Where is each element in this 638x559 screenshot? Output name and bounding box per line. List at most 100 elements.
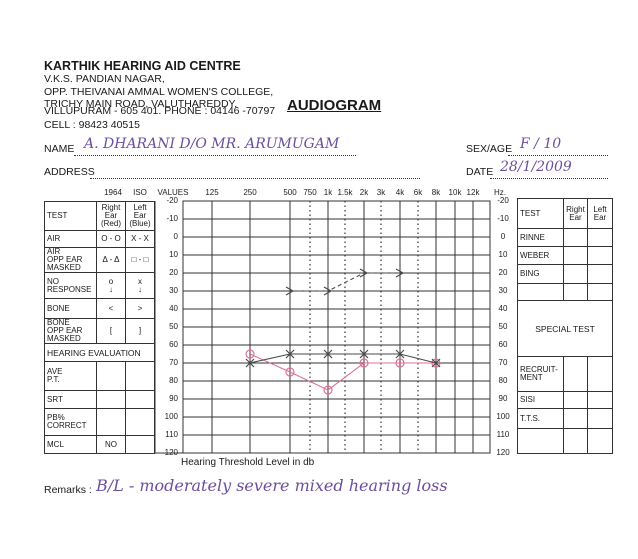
table-cell: Left Ear (Blue) bbox=[125, 201, 155, 231]
sex-age-label: SEX/AGE bbox=[466, 143, 513, 155]
data-point bbox=[323, 286, 333, 296]
data-point bbox=[285, 286, 295, 296]
y-tick-label-right: 70 bbox=[499, 358, 508, 367]
table-row: AIR OPP EAR MASKED Δ - Δ □ - □ bbox=[44, 247, 155, 273]
table-cell bbox=[563, 428, 588, 454]
y-tick-label-right: 60 bbox=[499, 340, 508, 349]
table-row: MCL NO bbox=[44, 435, 155, 454]
table-cell: x ↓ bbox=[125, 272, 155, 299]
x-tick-label: 8k bbox=[432, 188, 441, 197]
y-tick-label: 40 bbox=[169, 304, 178, 313]
x-tick-label: 10k bbox=[449, 188, 463, 197]
x-tick-label: 250 bbox=[243, 188, 257, 197]
data-point bbox=[395, 349, 405, 359]
data-point bbox=[395, 358, 405, 368]
table-cell: Δ - Δ bbox=[96, 247, 126, 273]
y-tick-label: -10 bbox=[166, 214, 178, 223]
y-tick-label: 80 bbox=[169, 376, 178, 385]
table-row: SPECIAL TEST bbox=[517, 300, 613, 357]
name-line bbox=[74, 155, 356, 156]
x-tick-label: 2k bbox=[360, 188, 369, 197]
table-cell bbox=[125, 408, 155, 436]
data-point bbox=[285, 367, 295, 377]
x-unit: Hz. bbox=[494, 188, 506, 197]
y-tick-label: 110 bbox=[165, 430, 178, 439]
table-cell bbox=[517, 428, 564, 454]
y-tick-label: 90 bbox=[169, 394, 178, 403]
address-label: ADDRESS bbox=[44, 166, 95, 178]
sex-age-line bbox=[508, 155, 608, 156]
y-tick-label-right: -10 bbox=[497, 214, 509, 223]
x-tick-label: 500 bbox=[283, 188, 297, 197]
data-point bbox=[431, 358, 441, 368]
table-row: WEBER bbox=[517, 246, 613, 265]
table-cell: O - O bbox=[96, 230, 126, 248]
y-tick-label: 10 bbox=[169, 250, 178, 259]
address-line: OPP. THEIVANAI AMMAL WOMEN'S COLLEGE, bbox=[44, 86, 274, 98]
clinic-name: KARTHIK HEARING AID CENTRE bbox=[44, 59, 241, 73]
x-tick-label: 6k bbox=[414, 188, 423, 197]
right-table: TEST Right Ear Left Ear RINNE WEBER BING SPECI… bbox=[517, 198, 613, 454]
column-header: 1964 bbox=[104, 188, 122, 197]
address-line-blank bbox=[90, 178, 420, 179]
x-tick-label: 125 bbox=[205, 188, 219, 197]
y-tick-label-right: 30 bbox=[499, 286, 508, 295]
table-row: T.T.S. bbox=[517, 408, 613, 429]
table-cell: NO bbox=[96, 435, 126, 454]
table-row bbox=[517, 283, 613, 301]
patient-name: A. DHARANI D/O MR. ARUMUGAM bbox=[84, 136, 340, 152]
y-tick-label-right: 0 bbox=[501, 232, 506, 241]
axis-label: Hearing Threshold Level in db bbox=[181, 457, 315, 468]
y-tick-label: 60 bbox=[169, 340, 178, 349]
table-cell bbox=[125, 361, 155, 391]
table-cell bbox=[587, 428, 613, 454]
x-tick-label: 4k bbox=[396, 188, 405, 197]
table-cell: ] bbox=[125, 318, 155, 344]
x-tick-label: 1k bbox=[324, 188, 333, 197]
x-tick-label: 3k bbox=[377, 188, 386, 197]
y-tick-label-right: 50 bbox=[499, 322, 508, 331]
data-point bbox=[323, 349, 333, 359]
date-line bbox=[490, 178, 608, 179]
data-point bbox=[245, 358, 255, 368]
data-point bbox=[395, 268, 405, 278]
remarks-text: B/L - moderately severe mixed hearing lo… bbox=[96, 476, 448, 495]
y-tick-label: 70 bbox=[169, 358, 178, 367]
y-tick-label: 50 bbox=[169, 322, 178, 331]
address-line: CELL : 98423 40515 bbox=[44, 119, 140, 131]
x-tick-label: 750 bbox=[303, 188, 317, 197]
address-line: V.K.S. PANDIAN NAGAR, bbox=[44, 73, 165, 85]
y-tick-label: 20 bbox=[169, 268, 178, 277]
y-tick-label-right: 120 bbox=[496, 448, 510, 457]
y-tick-label-right: 40 bbox=[499, 304, 508, 313]
y-tick-label-right: 20 bbox=[499, 268, 508, 277]
table-cell: TEST bbox=[44, 201, 97, 231]
table-row: PB% CORRECT bbox=[44, 408, 155, 436]
date-label: DATE bbox=[466, 166, 494, 178]
y-tick-label-right: 10 bbox=[499, 250, 508, 259]
y-tick-label-right: -20 bbox=[497, 196, 509, 205]
table-row: AVE P.T. bbox=[44, 361, 155, 391]
left-table: TEST Right Ear (Red) Left Ear (Blue) AIR O -… bbox=[44, 201, 155, 454]
y-tick-label-right: 110 bbox=[497, 430, 510, 439]
document-title: AUDIOGRAM bbox=[287, 97, 382, 114]
data-point bbox=[323, 385, 333, 395]
table-row: BONE OPP EAR MASKED[] bbox=[44, 318, 155, 344]
y-tick-label-right: 100 bbox=[496, 412, 510, 421]
remarks-label: Remarks : bbox=[44, 484, 92, 496]
table-row: RINNE bbox=[517, 228, 613, 247]
y-tick-label-right: 90 bbox=[499, 394, 508, 403]
data-point bbox=[285, 349, 295, 359]
y-tick-label: -20 bbox=[166, 196, 178, 205]
name-label: NAME bbox=[44, 143, 75, 155]
table-cell: PB% CORRECT bbox=[44, 408, 97, 436]
y-tick-label: 120 bbox=[165, 448, 179, 457]
series-line bbox=[249, 353, 437, 364]
table-row: NO RESPONSE o ↓ x ↓ bbox=[44, 272, 155, 299]
address-line: VILLUPURAM - 605 401. PHONE : 04146 -707… bbox=[44, 105, 276, 117]
address-line: TRICHY MAIN ROAD, VALUTHAREDDY, bbox=[44, 98, 238, 110]
table-row bbox=[517, 428, 613, 454]
sex-age: F / 10 bbox=[520, 136, 562, 152]
column-header: VALUES bbox=[158, 188, 189, 197]
